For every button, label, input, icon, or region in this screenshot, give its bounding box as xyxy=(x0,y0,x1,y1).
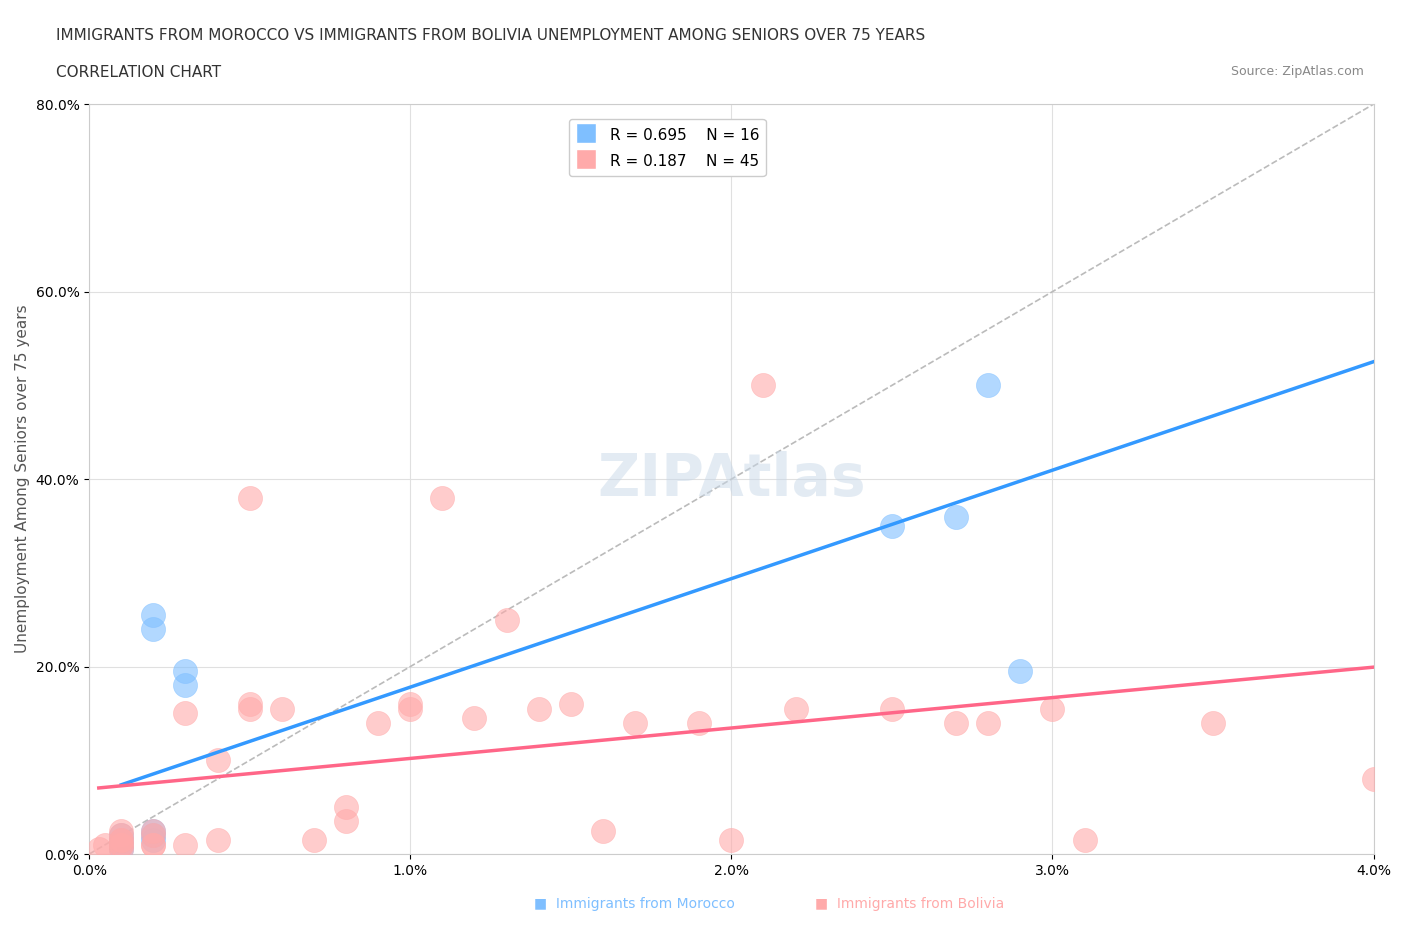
Y-axis label: Unemployment Among Seniors over 75 years: Unemployment Among Seniors over 75 years xyxy=(15,305,30,654)
Point xyxy=(752,378,775,392)
Text: Source: ZipAtlas.com: Source: ZipAtlas.com xyxy=(1230,65,1364,78)
Point xyxy=(142,832,165,847)
Point xyxy=(785,701,807,716)
Point xyxy=(110,832,132,847)
Point xyxy=(945,510,967,525)
Point xyxy=(239,490,262,505)
Point xyxy=(527,701,550,716)
Point xyxy=(110,842,132,857)
Point xyxy=(87,842,110,857)
Point xyxy=(110,832,132,847)
Point xyxy=(270,701,292,716)
Point xyxy=(880,701,903,716)
Point xyxy=(1010,664,1032,679)
Text: IMMIGRANTS FROM MOROCCO VS IMMIGRANTS FROM BOLIVIA UNEMPLOYMENT AMONG SENIORS OV: IMMIGRANTS FROM MOROCCO VS IMMIGRANTS FR… xyxy=(56,28,925,43)
Text: ■  Immigrants from Bolivia: ■ Immigrants from Bolivia xyxy=(815,897,1005,911)
Point xyxy=(399,697,422,711)
Point xyxy=(207,753,229,768)
Point xyxy=(560,697,582,711)
Point xyxy=(142,837,165,852)
Point xyxy=(1073,832,1095,847)
Point xyxy=(174,837,197,852)
Point xyxy=(977,378,1000,392)
Point xyxy=(720,832,742,847)
Point xyxy=(1042,701,1064,716)
Point xyxy=(1202,715,1225,730)
Text: CORRELATION CHART: CORRELATION CHART xyxy=(56,65,221,80)
Point xyxy=(94,837,117,852)
Point xyxy=(239,701,262,716)
Legend: R = 0.695    N = 16, R = 0.187    N = 45: R = 0.695 N = 16, R = 0.187 N = 45 xyxy=(568,119,765,177)
Point xyxy=(977,715,1000,730)
Point xyxy=(207,832,229,847)
Point xyxy=(463,711,485,725)
Point xyxy=(110,837,132,852)
Point xyxy=(110,832,132,847)
Point xyxy=(367,715,389,730)
Point xyxy=(110,837,132,852)
Point xyxy=(624,715,647,730)
Point xyxy=(110,823,132,838)
Point xyxy=(1362,772,1385,787)
Point xyxy=(110,837,132,852)
Point xyxy=(174,664,197,679)
Point xyxy=(945,715,967,730)
Text: ZIPAtlas: ZIPAtlas xyxy=(598,451,866,508)
Point xyxy=(110,842,132,857)
Point xyxy=(592,823,614,838)
Point xyxy=(239,697,262,711)
Point xyxy=(142,607,165,622)
Point xyxy=(880,519,903,534)
Point xyxy=(688,715,710,730)
Point xyxy=(142,837,165,852)
Point xyxy=(399,701,422,716)
Point xyxy=(142,823,165,838)
Point xyxy=(110,828,132,843)
Point xyxy=(174,678,197,693)
Point xyxy=(110,828,132,843)
Point xyxy=(335,814,357,829)
Text: ■  Immigrants from Morocco: ■ Immigrants from Morocco xyxy=(534,897,735,911)
Point xyxy=(335,800,357,815)
Point xyxy=(142,828,165,843)
Point xyxy=(174,706,197,721)
Point xyxy=(142,823,165,838)
Point xyxy=(495,612,517,627)
Point xyxy=(432,490,454,505)
Point xyxy=(302,832,325,847)
Point xyxy=(142,828,165,843)
Point xyxy=(142,621,165,636)
